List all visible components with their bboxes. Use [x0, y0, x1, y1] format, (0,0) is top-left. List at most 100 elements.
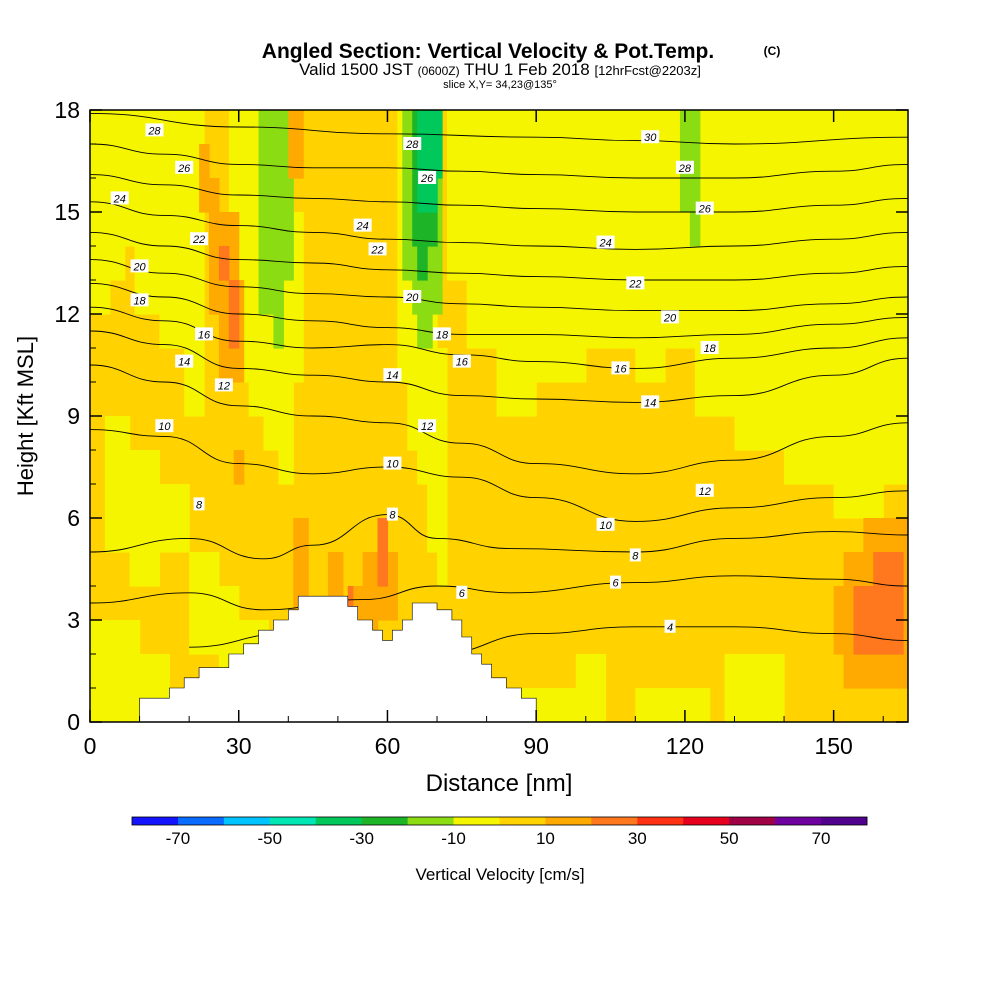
contour-label: 30: [641, 130, 660, 144]
contour-label-text: 22: [370, 244, 383, 256]
velocity-cell: [635, 688, 711, 722]
contour-labels: 2826242220181614121082826242220181614121…: [110, 123, 719, 634]
colorbar-swatch: [453, 817, 500, 825]
contour-label-text: 12: [218, 380, 230, 392]
x-tick-label: 0: [84, 733, 97, 759]
velocity-cell: [724, 654, 785, 722]
velocity-cell: [387, 552, 398, 621]
colorbar-swatch: [315, 817, 363, 825]
velocity-cell: [437, 110, 443, 179]
velocity-cell: [189, 552, 220, 655]
velocity-cell: [377, 518, 389, 587]
colorbar-frame: [131, 816, 868, 826]
contour-label-text: 20: [663, 312, 677, 324]
x-tick-label: 90: [523, 733, 549, 759]
contour-label-bg: [452, 354, 471, 368]
colorbar-swatch: [545, 817, 592, 825]
contour-label: 22: [190, 232, 209, 246]
colorbar-tick-label: 30: [628, 829, 647, 848]
velocity-cell: [446, 110, 468, 281]
colorbar-swatch: [821, 817, 868, 825]
contour-label-bg: [353, 218, 372, 232]
velocity-cell: [437, 348, 448, 587]
contour-label: 10: [155, 419, 174, 433]
velocity-cell: [575, 654, 607, 722]
contour-label-text: 14: [178, 357, 190, 369]
contour-label-bg: [641, 130, 660, 144]
isentrope-line: [90, 306, 908, 369]
contour-label-text: 12: [421, 421, 433, 433]
contour-label-bg: [596, 235, 615, 249]
contour-label-bg: [418, 419, 437, 433]
contour-label-text: 18: [133, 295, 146, 307]
contour-label-bg: [700, 341, 719, 354]
contour-label-text: 24: [598, 238, 611, 250]
velocity-cell: [347, 586, 354, 621]
contour-label: 16: [611, 361, 630, 375]
y-tick-label: 0: [67, 709, 80, 735]
contour-label-text: 8: [196, 499, 203, 511]
colorbar-swatch: [407, 817, 454, 825]
contour-label-text: 14: [386, 370, 398, 382]
colorbar-tick-label: -30: [349, 829, 374, 848]
velocity-cell: [635, 110, 666, 383]
isentrope-line: [90, 143, 908, 179]
contour-label: 28: [675, 160, 694, 175]
contour-label-bg: [695, 483, 714, 497]
contour-label-bg: [195, 327, 214, 341]
colorbar-tick-label: -10: [441, 829, 466, 848]
contour-label-bg: [418, 171, 437, 184]
y-axis-ticks: 0 3 6 9 12 15 18: [54, 97, 908, 735]
isentrope-line: [90, 174, 908, 213]
contour-label: 16: [452, 354, 471, 369]
chart-title-unit: (C): [764, 44, 781, 58]
y-axis-label: Height [Kft MSL]: [13, 336, 38, 496]
contour-label-bg: [611, 361, 630, 375]
contour-label-text: 6: [612, 578, 619, 590]
velocity-cell: [238, 110, 250, 383]
velocity-cell: [585, 110, 636, 349]
contour-label: 20: [130, 259, 149, 273]
contour-label-text: 28: [678, 163, 692, 175]
contour-label-bg: [403, 290, 422, 303]
contour-label-bg: [110, 191, 129, 205]
contour-label: 14: [641, 395, 660, 409]
contour-label-text: 20: [132, 261, 146, 273]
contour-label-bg: [175, 354, 194, 368]
contour-label: 18: [130, 293, 149, 307]
contour-label: 8: [386, 507, 398, 522]
colorbar-swatch: [637, 817, 684, 825]
contour-label-text: 18: [704, 343, 717, 355]
contour-label-bg: [661, 310, 680, 324]
contour-label-bg: [610, 575, 622, 589]
contour-label-text: 24: [113, 193, 126, 205]
contour-label-bg: [695, 201, 714, 215]
isentrope-line: [90, 259, 908, 312]
contour-label: 14: [383, 368, 402, 382]
isentrope-line: [90, 231, 908, 281]
isentrope-line: [90, 282, 908, 339]
contour-label-bg: [214, 378, 233, 392]
velocity-cell: [104, 416, 131, 553]
colorbar-swatch: [729, 817, 776, 825]
colorbar-swatch: [683, 817, 730, 825]
colorbar-tick-label: 70: [812, 829, 831, 848]
contour-label-bg: [641, 395, 660, 409]
velocity-cell: [402, 110, 413, 281]
velocity-cell: [124, 110, 136, 247]
velocity-cell: [427, 246, 438, 553]
contour-label-bg: [596, 517, 615, 531]
terrain-shape: [139, 595, 537, 723]
isentrope-line: [90, 112, 908, 145]
isentrope-line: [90, 201, 908, 250]
velocity-cell: [159, 484, 190, 553]
contour-label: 20: [403, 290, 422, 304]
contour-label: 12: [214, 378, 233, 392]
subtitle-forecast: [12hrFcst@2203z]: [594, 63, 700, 78]
colorbar-swatch: [775, 817, 822, 825]
contour-label: 12: [695, 483, 714, 498]
colorbar-ticks: -70 -50 -30 -10 10 30 50 70: [166, 829, 831, 848]
contour-label-bg: [368, 242, 387, 256]
y-tick-label: 6: [67, 505, 80, 531]
